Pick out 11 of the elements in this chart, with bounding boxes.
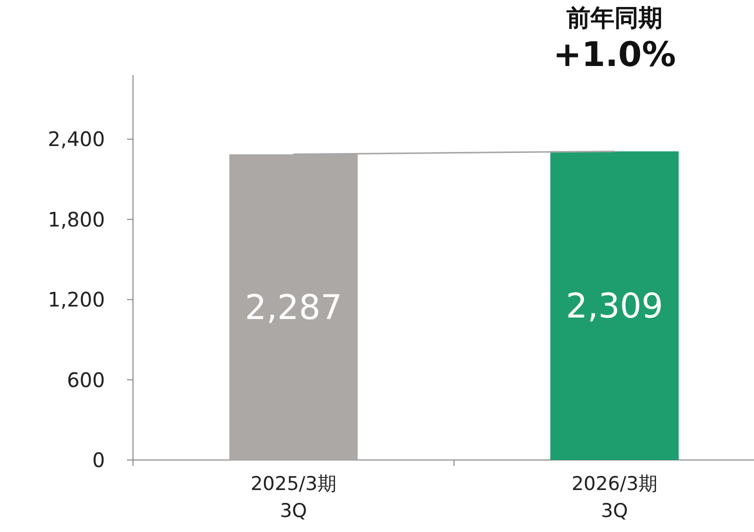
y-tick-label: 600 bbox=[66, 368, 105, 392]
y-tick-label: 0 bbox=[92, 448, 105, 472]
y-tick-label: 2,400 bbox=[48, 127, 105, 152]
y-tick-label: 1,200 bbox=[48, 288, 105, 312]
y-tick-label: 1,800 bbox=[48, 207, 105, 232]
x-tick-label: 2026/3期 3Q bbox=[572, 473, 658, 522]
data-label: 2,287 bbox=[244, 288, 342, 328]
text: 前年同期 bbox=[566, 4, 662, 32]
annotation: +1.0% bbox=[553, 35, 676, 75]
x-tick-label: 2025/3期 3Q bbox=[250, 473, 336, 522]
data-label: 2,309 bbox=[566, 286, 664, 327]
